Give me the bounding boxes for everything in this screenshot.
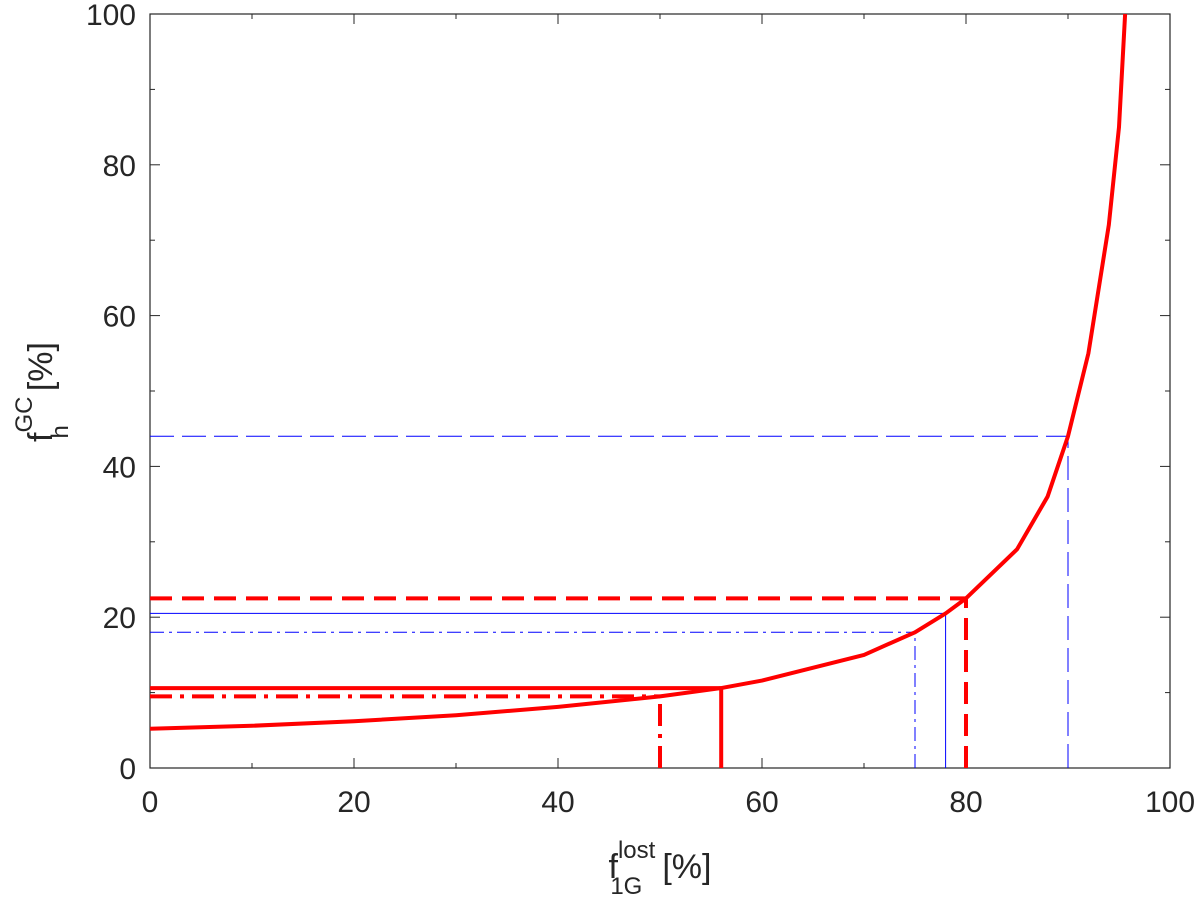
curve [149, 13, 1128, 731]
y-label-sup: GC [11, 397, 38, 433]
x-tick-label: 0 [142, 786, 159, 819]
y-tick-label: 40 [103, 451, 136, 484]
y-tick-label: 80 [103, 150, 136, 183]
x-label-base: f [609, 848, 619, 886]
x-tick-label: 100 [1145, 786, 1195, 819]
y-tick-label: 60 [103, 301, 136, 334]
y-axis-label: fGC h [%] [11, 342, 74, 442]
x-label-sup: lost [618, 837, 656, 864]
y-tick-label: 100 [86, 0, 136, 32]
x-tick-label: 20 [337, 786, 370, 819]
y-tick-label: 0 [119, 753, 136, 786]
plot-frame [149, 13, 1171, 769]
x-label-sub: 1G [610, 873, 642, 899]
y-label-base: f [22, 432, 60, 442]
y-label-unit: [%] [22, 342, 60, 391]
x-tick-label: 40 [541, 786, 574, 819]
x-tick-label: 80 [949, 786, 982, 819]
y-tick-label: 20 [103, 602, 136, 635]
y-label-sub: h [47, 425, 74, 438]
x-tick-label: 60 [745, 786, 778, 819]
x-label-unit: [%] [662, 848, 711, 886]
x-axis-label: flost 1G [%] [609, 837, 712, 899]
